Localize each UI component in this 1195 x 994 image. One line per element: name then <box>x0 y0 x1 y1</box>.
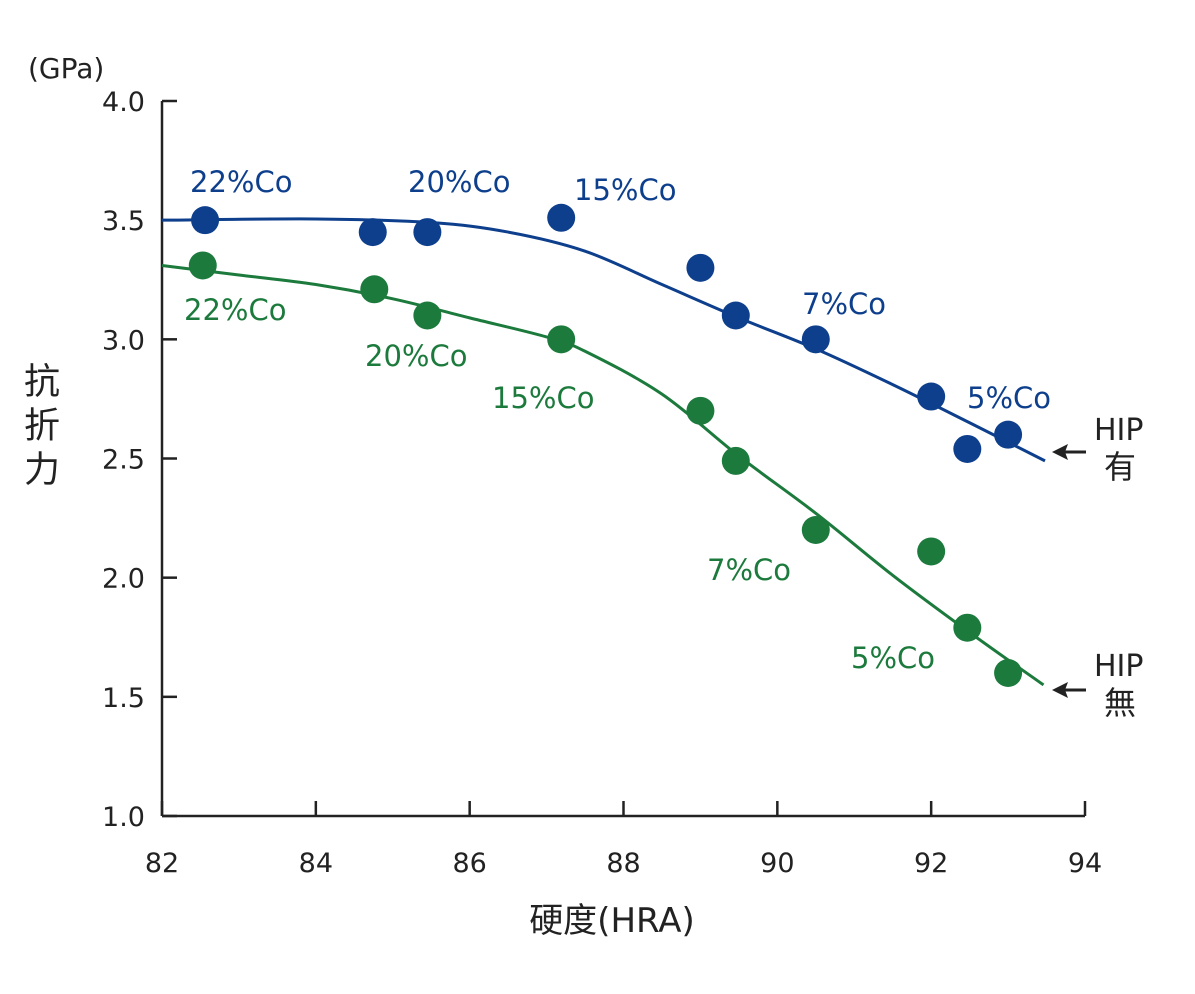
data-point <box>917 537 946 566</box>
point-annotation: 20%Co <box>365 339 467 373</box>
x-tick-label: 90 <box>760 848 794 879</box>
data-point <box>721 301 750 330</box>
x-tick-label: 82 <box>145 848 179 879</box>
legend-label-line1: HIP <box>1094 413 1144 448</box>
legend-label-line1: HIP <box>1094 649 1144 684</box>
y-tick-label: 3.5 <box>102 206 145 237</box>
legend-label-line2: 無 <box>1104 684 1136 722</box>
x-tick-label: 92 <box>914 848 948 879</box>
x-tick-label: 86 <box>452 848 486 879</box>
data-point <box>917 382 946 411</box>
data-point <box>953 613 982 642</box>
data-point <box>547 325 576 354</box>
legend-arrowhead-icon <box>1052 444 1068 460</box>
point-annotation: 20%Co <box>408 165 510 199</box>
point-annotation: 15%Co <box>574 173 676 207</box>
data-point <box>686 396 715 425</box>
data-point <box>801 516 830 544</box>
data-point <box>358 218 387 247</box>
y-tick-label: 4.0 <box>102 87 145 118</box>
point-annotation: 15%Co <box>492 381 594 415</box>
x-tick-label: 94 <box>1068 848 1102 879</box>
point-annotation: 5%Co <box>967 381 1051 415</box>
y-tick-label: 2.0 <box>102 564 145 595</box>
plot-area: 22%Co 20%Co 15%Co7%Co5%CoHIP有22%Co20%Co15%… <box>161 165 1144 722</box>
series-curve <box>161 217 1046 463</box>
y-axis-label: 抗折力 <box>18 362 59 494</box>
point-annotation: 22%Co <box>184 293 286 327</box>
data-point <box>547 203 576 232</box>
data-point <box>413 301 442 330</box>
data-point <box>360 275 389 304</box>
data-point <box>413 218 442 247</box>
x-tick-label: 88 <box>606 848 640 879</box>
point-annotation: 7%Co <box>802 287 886 321</box>
x-tick-label: 84 <box>299 848 333 879</box>
data-point <box>686 253 715 282</box>
data-point <box>994 420 1023 449</box>
x-axis-label: 硬度(HRA) <box>529 901 695 941</box>
y-tick-label: 3.0 <box>102 325 145 356</box>
point-annotation: 5%Co <box>851 641 935 675</box>
data-point <box>191 206 220 235</box>
y-tick-label: 1.0 <box>102 802 145 833</box>
legend-label-line2: 有 <box>1104 448 1136 486</box>
y-tick-label: 1.5 <box>102 683 145 714</box>
data-point <box>801 325 830 354</box>
data-point <box>953 434 982 463</box>
data-point <box>188 251 217 280</box>
y-unit-label: (GPa) <box>28 52 104 85</box>
data-point <box>721 446 750 475</box>
axes: 82 84 86 88 90 92 94 1.0 1.5 2.0 2.5 3.0 3.5 4.0 <box>102 87 1102 879</box>
data-point <box>994 659 1023 687</box>
series-curve <box>161 263 1045 687</box>
point-annotation: 22%Co <box>190 165 292 199</box>
y-tick-label: 2.5 <box>102 445 145 476</box>
legend-arrowhead-icon <box>1052 682 1068 698</box>
point-annotation: 7%Co <box>707 553 791 587</box>
